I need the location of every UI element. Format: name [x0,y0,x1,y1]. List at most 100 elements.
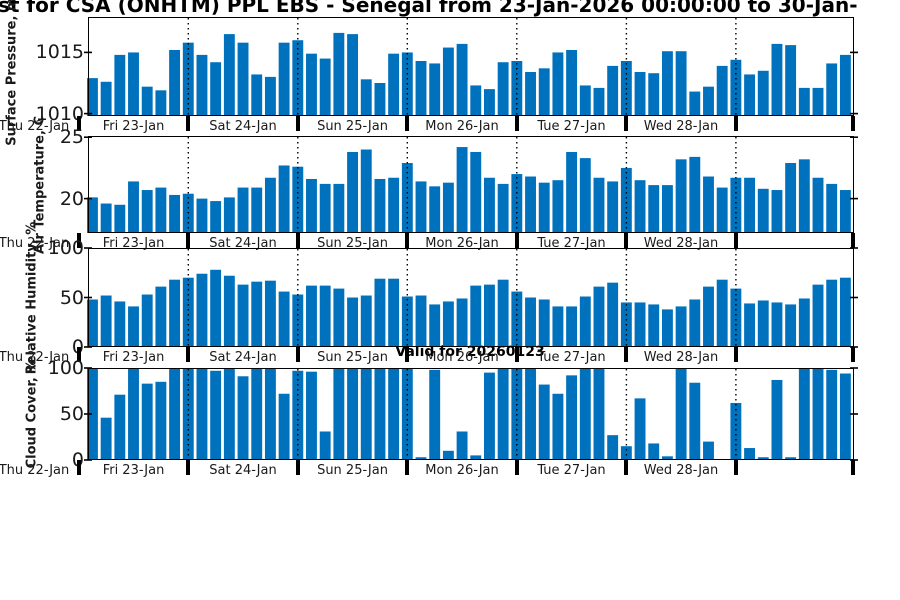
bar [100,417,112,460]
bar [401,296,413,347]
bar [785,304,797,347]
x-day-tick [850,347,855,362]
x-day-label: Sun 25-Jan [317,119,388,134]
x-day-label: Sun 25-Jan [317,350,388,365]
bar [87,197,98,233]
bar [730,177,742,233]
bar [306,371,317,460]
axis-box [88,17,854,116]
x-day-label: Wed 28-Jan [643,350,719,365]
bar [223,368,235,460]
bar [360,79,372,116]
bar [360,295,372,347]
bar [812,177,824,233]
bar [169,279,181,347]
bar [511,174,523,233]
bar [703,286,714,347]
bar [278,291,290,347]
bar [251,368,263,460]
bar [675,51,687,116]
bar [525,72,536,116]
bar [730,402,742,460]
figure-title: st for CSA (ONHTM) PPL EBS - Senegal fro… [0,0,858,17]
bar [374,83,386,116]
bar [169,194,181,233]
x-day-label: Thu 22-Jan [0,119,70,134]
bar [251,281,263,347]
bar [798,368,810,460]
bar [620,446,632,460]
bar [128,181,139,233]
bar [360,368,372,460]
bar [689,299,701,347]
x-day-label: Sun 25-Jan [317,463,388,478]
bar [839,277,851,347]
bar [607,181,619,233]
bar [525,368,536,460]
bar [689,156,701,233]
bar [251,74,263,116]
bar [141,190,153,233]
bar [607,282,619,347]
bar [812,368,824,460]
bar [826,183,838,233]
bar [839,373,851,460]
bar [237,284,249,347]
y-tick-label: 50 [59,286,84,309]
bar [264,76,276,116]
bar [306,178,317,233]
bar [169,50,181,116]
bar [484,284,495,347]
x-day-tick [405,116,410,131]
bar [730,59,742,116]
bar [552,52,564,116]
x-day-label: Sat 24-Jan [209,463,277,478]
bar [634,302,646,347]
bar [210,269,222,347]
x-day-label: Mon 26-Jan [425,236,499,251]
bar [87,299,98,347]
bar [237,187,249,233]
bar [593,177,605,233]
bar [456,147,468,233]
bar [306,53,317,116]
bar [237,42,249,116]
bar [278,42,290,116]
x-day-tick [850,116,855,131]
bar [237,376,249,460]
bar [826,63,838,116]
bar [716,279,728,347]
bar [360,149,372,233]
bar [429,369,441,460]
bar [388,368,400,460]
bar [456,431,468,460]
x-day-tick [405,347,410,362]
bar [388,177,400,233]
y-tick-label: 1015 [35,41,84,64]
bar [415,457,427,460]
bar [525,297,536,347]
bar [812,284,824,347]
bar [744,74,756,116]
bar [839,54,851,116]
bar [429,304,441,347]
bar [251,187,263,233]
bar [826,279,838,347]
bar [497,62,509,116]
axis-box [88,136,854,233]
bar [744,448,756,460]
bar [579,296,591,347]
bar [155,187,167,233]
bar [689,382,701,460]
bar [87,78,98,116]
x-day-tick [77,116,81,131]
bar [128,368,139,460]
bar [210,62,222,116]
x-day-tick [77,233,81,248]
x-day-tick [850,460,855,475]
x-day-tick [295,460,300,475]
bar [347,368,359,460]
bar [319,285,331,347]
bar [484,372,495,460]
x-day-tick [733,460,738,475]
